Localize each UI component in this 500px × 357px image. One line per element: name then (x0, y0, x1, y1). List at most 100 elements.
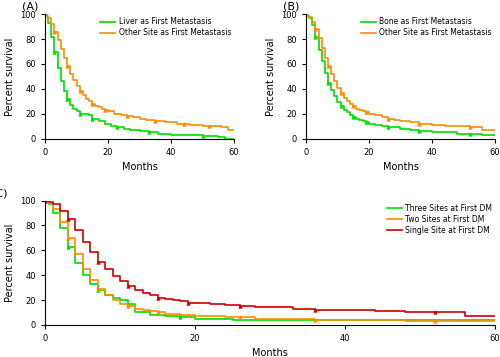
Two Sites at First DM (492, 319, 498, 323)
Three Sites at First DM (87, 273, 93, 277)
Three Sites at First DM (117, 295, 123, 300)
Two Sites at First DM (184, 313, 190, 317)
Three Sites at First DM (57, 226, 63, 230)
Bone as First Metastasis (303, 12, 309, 16)
Other Site as First Metastasis (344, 99, 350, 104)
Line: Other Site as First Metastasis: Other Site as First Metastasis (306, 14, 495, 130)
Three Sites at First DM (147, 313, 153, 317)
Three Sites at First DM (162, 313, 168, 317)
Text: (A): (A) (22, 2, 38, 12)
Single Site at First DM (94, 250, 100, 254)
Line: Two Sites at First DM: Two Sites at First DM (45, 201, 495, 321)
Three Sites at First DM (230, 318, 235, 322)
Three Sites at First DM (72, 245, 78, 249)
Bone as First Metastasis (360, 119, 366, 123)
Two Sites at First DM (94, 278, 100, 282)
Two Sites at First DM (402, 319, 408, 323)
Other Site as First Metastasis (136, 115, 142, 120)
Line: Single Site at First DM: Single Site at First DM (45, 201, 495, 316)
Three Sites at First DM (87, 282, 93, 286)
Line: Liver as First Metastasis: Liver as First Metastasis (45, 14, 234, 139)
Single Site at First DM (42, 198, 48, 203)
Three Sites at First DM (192, 317, 198, 321)
Liver as First Metastasis (86, 113, 92, 117)
Other Site as First Metastasis (42, 12, 48, 16)
Other Site as First Metastasis (442, 124, 448, 128)
Three Sites at First DM (207, 317, 213, 321)
Y-axis label: Percent survival: Percent survival (4, 223, 15, 302)
Three Sites at First DM (110, 295, 116, 300)
Three Sites at First DM (94, 282, 100, 286)
Other Site as First Metastasis (325, 64, 331, 69)
Line: Other Site as First Metastasis: Other Site as First Metastasis (45, 14, 234, 130)
Three Sites at First DM (46, 202, 52, 206)
Other Site as First Metastasis (200, 124, 205, 128)
Other Site as First Metastasis (325, 56, 331, 60)
Other Site as First Metastasis (96, 104, 102, 109)
Liver as First Metastasis (184, 133, 190, 137)
Single Site at First DM (140, 291, 145, 295)
Liver as First Metastasis (108, 121, 114, 126)
Other Site as First Metastasis (231, 128, 237, 132)
Bone as First Metastasis (442, 130, 448, 135)
Bone as First Metastasis (492, 133, 498, 137)
Bone as First Metastasis (480, 133, 486, 137)
Other Site as First Metastasis (124, 113, 130, 117)
Two Sites at First DM (140, 308, 145, 312)
Liver as First Metastasis (42, 12, 48, 16)
Three Sites at First DM (64, 226, 70, 230)
Three Sites at First DM (132, 302, 138, 306)
Three Sites at First DM (207, 317, 213, 321)
Three Sites at First DM (177, 314, 183, 318)
Bone as First Metastasis (344, 110, 350, 115)
Y-axis label: Percent survival: Percent survival (266, 37, 276, 116)
Other Site as First Metastasis (124, 114, 130, 118)
X-axis label: Months: Months (252, 348, 288, 357)
Single Site at First DM (184, 299, 190, 303)
Three Sites at First DM (124, 298, 130, 302)
Three Sites at First DM (94, 288, 100, 292)
Three Sites at First DM (192, 315, 198, 320)
Three Sites at First DM (72, 261, 78, 265)
Three Sites at First DM (42, 198, 48, 203)
Three Sites at First DM (117, 298, 123, 302)
Liver as First Metastasis (231, 136, 237, 141)
Three Sites at First DM (50, 202, 56, 206)
Text: (C): (C) (0, 188, 8, 198)
Two Sites at First DM (94, 287, 100, 291)
Three Sites at First DM (64, 245, 70, 249)
Two Sites at First DM (42, 198, 48, 203)
Three Sites at First DM (80, 273, 86, 277)
Three Sites at First DM (492, 318, 498, 322)
Other Site as First Metastasis (225, 128, 231, 132)
Three Sites at First DM (50, 211, 56, 215)
Three Sites at First DM (102, 293, 108, 297)
Single Site at First DM (462, 314, 468, 318)
Other Site as First Metastasis (492, 128, 498, 132)
Single Site at First DM (177, 299, 183, 303)
Three Sites at First DM (147, 310, 153, 315)
Text: (B): (B) (283, 2, 300, 12)
Other Site as First Metastasis (143, 118, 149, 122)
Single Site at First DM (372, 309, 378, 313)
Liver as First Metastasis (64, 97, 70, 101)
Single Site at First DM (492, 314, 498, 318)
Liver as First Metastasis (48, 21, 54, 25)
Three Sites at First DM (46, 198, 52, 203)
Line: Three Sites at First DM: Three Sites at First DM (45, 201, 495, 320)
Three Sites at First DM (110, 293, 116, 297)
Legend: Three Sites at First DM, Two Sites at First DM, Single Site at First DM: Three Sites at First DM, Two Sites at Fi… (385, 202, 494, 236)
Legend: Liver as First Metastasis, Other Site as First Metastasis: Liver as First Metastasis, Other Site as… (98, 16, 232, 39)
Bone as First Metastasis (363, 119, 369, 123)
Three Sites at First DM (57, 211, 63, 215)
Liver as First Metastasis (222, 136, 228, 141)
Two Sites at First DM (372, 318, 378, 322)
Three Sites at First DM (124, 302, 130, 306)
Y-axis label: Percent survival: Percent survival (4, 37, 15, 116)
Bone as First Metastasis (325, 71, 331, 75)
Legend: Bone as First Metastasis, Other Site as First Metastasis: Bone as First Metastasis, Other Site as … (360, 16, 494, 39)
Single Site at First DM (94, 260, 100, 264)
Other Site as First Metastasis (363, 109, 369, 113)
Other Site as First Metastasis (360, 109, 366, 113)
Three Sites at First DM (132, 310, 138, 315)
